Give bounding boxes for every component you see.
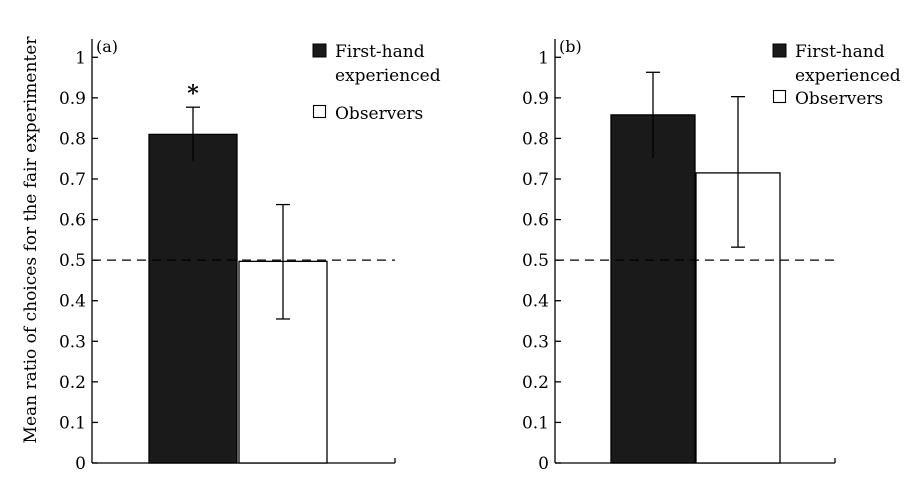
y-tick-label: 0.6 xyxy=(522,211,549,231)
y-tick-label: 0.4 xyxy=(522,292,549,312)
y-tick-label: 0.1 xyxy=(59,413,86,433)
y-tick-label: 0.8 xyxy=(59,129,86,149)
y-tick-label: 0.9 xyxy=(59,89,86,109)
panel-0: 0 0.1 0.2 0.3 0.4 0.5 0.6 0.7 0.8 0.9 1 * (a) First-h… xyxy=(59,37,441,474)
panel-label: (a) xyxy=(96,37,118,56)
bar-first-hand xyxy=(148,133,238,464)
legend-label-observers: Observers xyxy=(795,89,883,109)
y-tick-label: 0.4 xyxy=(59,292,86,312)
y-tick-label: 0.2 xyxy=(522,373,549,393)
y-tick-label: 0.2 xyxy=(59,373,86,393)
legend: First-hand experienced Observers xyxy=(772,42,901,109)
legend-label-first-hand: First-hand xyxy=(335,42,425,62)
legend-label-first-hand: experienced xyxy=(335,66,441,86)
legend-swatch-observers xyxy=(772,89,787,104)
y-tick-label: 0.8 xyxy=(522,129,549,149)
y-tick-label: 0 xyxy=(538,454,549,474)
legend-swatch-first-hand xyxy=(312,43,327,58)
y-tick-label: 0.7 xyxy=(59,170,86,190)
y-tick-label: 0.3 xyxy=(522,332,549,352)
panel-1: 0 0.1 0.2 0.3 0.4 0.5 0.6 0.7 0.8 0.9 1 (b) First-ha… xyxy=(522,37,901,474)
significance-marker: * xyxy=(187,81,199,107)
y-tick-label: 0.3 xyxy=(59,332,86,352)
y-tick-label: 0.1 xyxy=(522,413,549,433)
legend-label-first-hand: experienced xyxy=(795,66,901,86)
y-tick-label: 0.5 xyxy=(59,251,86,271)
legend-swatch-observers xyxy=(312,104,327,119)
legend-label-first-hand: First-hand xyxy=(795,42,885,62)
bar-first-hand xyxy=(610,114,696,464)
legend-swatch-first-hand xyxy=(772,43,787,58)
panel-label: (b) xyxy=(559,37,582,56)
legend: First-hand experienced Observers xyxy=(312,42,441,124)
y-axis-label: Mean ratio of choices for the fair exper… xyxy=(21,36,41,444)
y-tick-label: 0 xyxy=(75,454,86,474)
y-tick-label: 1 xyxy=(538,48,549,68)
legend-label-observers: Observers xyxy=(335,104,423,124)
y-tick-label: 0.9 xyxy=(522,89,549,109)
panels: 0 0.1 0.2 0.3 0.4 0.5 0.6 0.7 0.8 0.9 1 * (a) First-h… xyxy=(59,37,901,474)
y-tick-label: 1 xyxy=(75,48,86,68)
y-tick-label: 0.7 xyxy=(522,170,549,190)
y-tick-label: 0.6 xyxy=(59,211,86,231)
y-tick-label: 0.5 xyxy=(522,251,549,271)
